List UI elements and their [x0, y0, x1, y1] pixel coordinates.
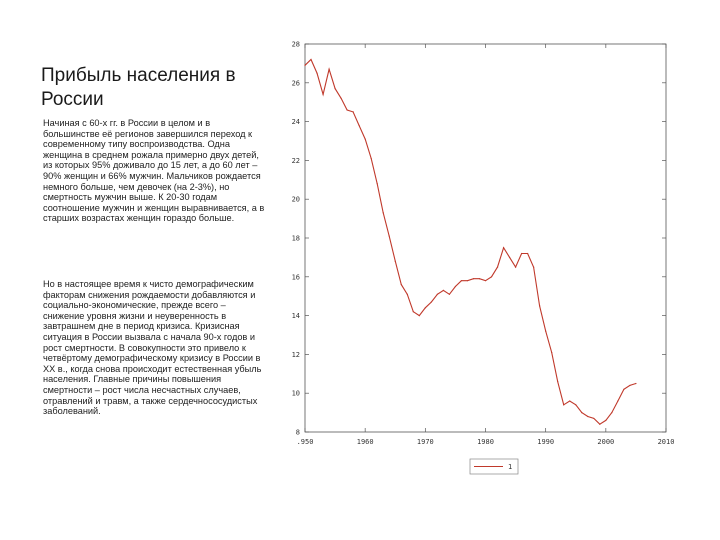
data-point: [388, 235, 390, 237]
data-point: [346, 109, 348, 111]
x-tick-label: 2000: [597, 438, 614, 446]
y-tick-label: 12: [292, 351, 300, 359]
data-point: [364, 138, 366, 140]
data-point: [563, 404, 565, 406]
data-point: [304, 64, 306, 66]
paragraph-1: Начиная с 60-х гг. в России в целом и в …: [43, 118, 265, 224]
data-point: [328, 68, 330, 70]
y-axis: 28 26 24 22 20 18 16 14 12 10 8: [292, 41, 666, 437]
data-point: [545, 330, 547, 332]
data-point: [605, 419, 607, 421]
legend-label: 1: [508, 463, 512, 471]
data-point: [484, 280, 487, 282]
data-point: [490, 276, 493, 278]
data-point: [334, 88, 336, 90]
data-point: [575, 404, 577, 406]
data-point: [376, 183, 378, 185]
data-point: [358, 124, 360, 127]
data-point: [623, 388, 625, 390]
y-tick-label: 16: [292, 273, 300, 281]
x-tick-label: 1960: [357, 438, 374, 446]
x-tick-label: 2010: [658, 438, 675, 446]
x-tick-label: 1970: [417, 438, 434, 446]
slide-title: Прибыль населения в России: [41, 65, 236, 110]
x-tick-label: .950: [297, 438, 314, 446]
data-point: [557, 380, 559, 383]
data-point: [533, 266, 535, 268]
data-point: [593, 417, 595, 420]
data-point: [430, 301, 432, 303]
data-point: [527, 252, 529, 255]
data-point: [611, 412, 613, 414]
legend: 1: [469, 458, 519, 475]
y-tick-label: 8: [296, 429, 300, 437]
data-point: [599, 423, 601, 425]
data-point: [394, 260, 396, 262]
data-point: [521, 252, 523, 255]
data-point: [412, 311, 414, 313]
y-tick-label: 24: [292, 118, 300, 126]
data-point: [340, 97, 342, 99]
series-points: [304, 58, 637, 425]
x-axis: .950 1960 1970 1980 1990 2000 2010: [297, 44, 675, 446]
data-point: [310, 58, 312, 61]
y-tick-label: 28: [292, 41, 300, 49]
data-point: [406, 293, 408, 295]
y-tick-label: 20: [292, 196, 300, 204]
data-point: [418, 315, 420, 317]
data-point: [382, 212, 384, 214]
data-point: [635, 382, 637, 385]
data-point: [436, 293, 438, 295]
data-point: [551, 351, 553, 354]
y-tick-label: 18: [292, 235, 300, 243]
data-point: [502, 247, 505, 249]
data-point: [581, 412, 583, 414]
x-tick-label: 1990: [537, 438, 554, 446]
data-point: [424, 307, 426, 309]
series-line: [304, 58, 637, 425]
plot-frame: [304, 43, 667, 433]
y-tick-label: 14: [292, 312, 300, 320]
data-point: [460, 280, 463, 282]
data-point: [316, 72, 318, 74]
data-point: [466, 280, 469, 282]
paragraph-2: Но в настоящее время к чисто демографиче…: [43, 279, 262, 417]
data-point: [539, 305, 541, 307]
x-tick-label: 1980: [477, 438, 494, 446]
y-tick-label: 26: [292, 79, 300, 87]
data-point: [442, 289, 444, 291]
data-point: [569, 400, 571, 402]
data-point: [629, 384, 631, 387]
data-point: [472, 278, 475, 280]
data-point: [496, 266, 499, 268]
data-point: [322, 93, 324, 96]
data-point: [617, 400, 619, 402]
data-point: [352, 111, 354, 113]
data-point: [454, 285, 457, 288]
data-point: [400, 283, 402, 286]
data-point: [514, 266, 517, 268]
data-point: [508, 256, 511, 258]
data-point: [370, 157, 372, 160]
y-tick-label: 10: [292, 390, 300, 398]
data-point: [448, 293, 450, 295]
y-tick-label: 22: [292, 157, 300, 165]
data-point: [478, 278, 481, 280]
data-point: [587, 415, 589, 418]
